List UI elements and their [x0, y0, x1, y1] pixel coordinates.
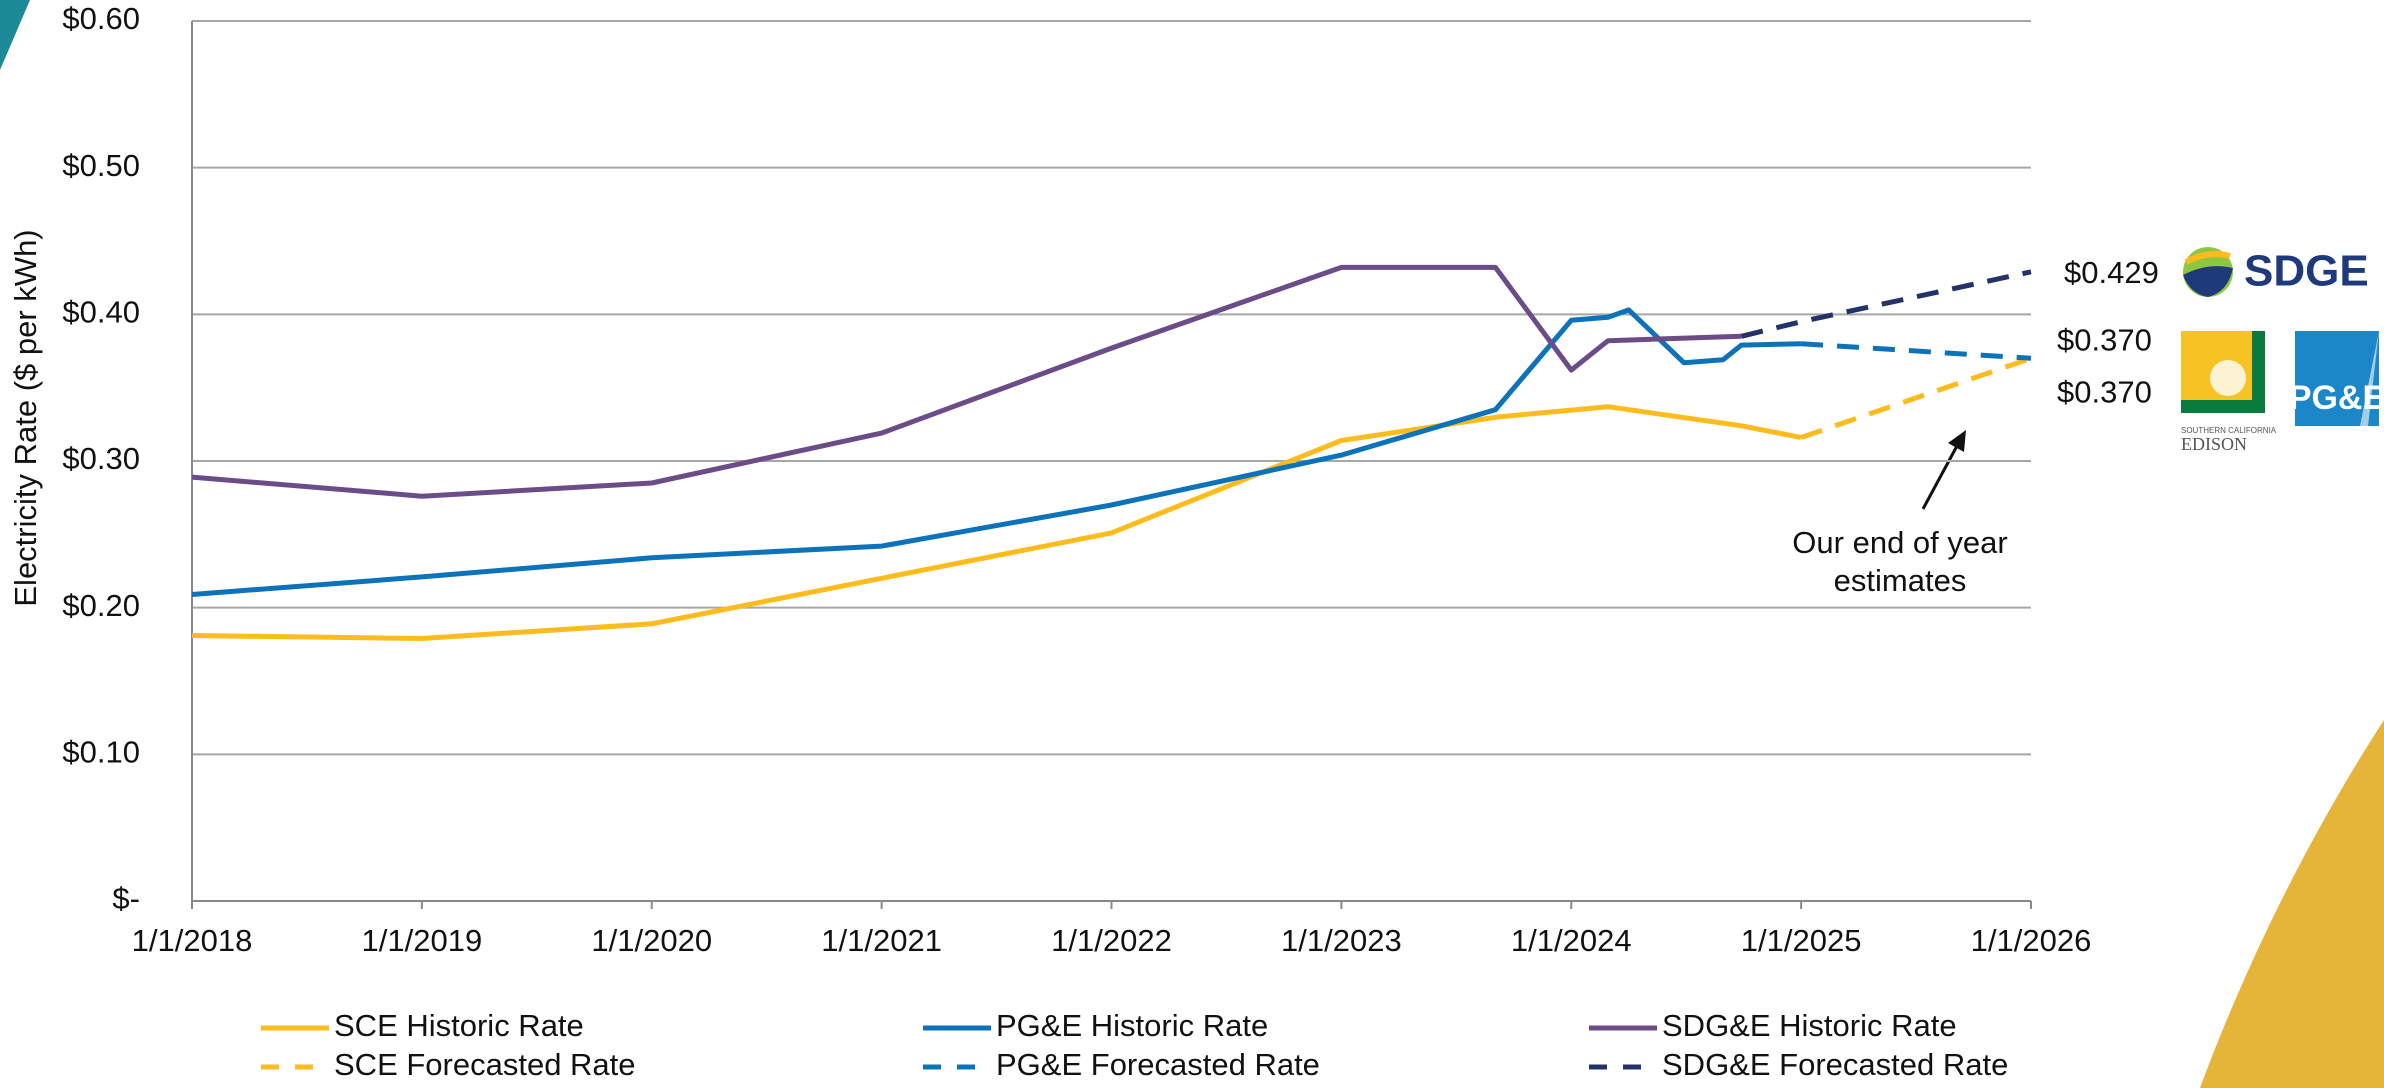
x-tick-label: 1/1/2019: [362, 923, 483, 958]
legend-label: PG&E Forecasted Rate: [996, 1047, 1320, 1082]
sdge-icon-wave: [2183, 266, 2233, 297]
series-line: [191, 307, 1802, 597]
y-tick-label: $0.10: [62, 735, 140, 770]
y-tick-label: $0.20: [62, 588, 140, 623]
series-line: [191, 404, 1802, 641]
x-tick-label: 1/1/2021: [821, 923, 942, 958]
annotation-arrowhead: [1948, 430, 1966, 452]
y-tick-label: $0.30: [62, 441, 140, 476]
pge-logo: PG&E: [2289, 331, 2384, 426]
x-tick-label: 1/1/2022: [1051, 923, 1172, 958]
pge-stroke: [2360, 331, 2379, 426]
sdge-logo: SDGE: [2183, 247, 2369, 297]
series-line: [1800, 341, 2032, 361]
x-tick-label: 1/1/2025: [1741, 923, 1862, 958]
x-tick-label: 1/1/2023: [1281, 923, 1402, 958]
legend-label: SCE Historic Rate: [334, 1008, 584, 1043]
legend-label: SCE Forecasted Rate: [334, 1047, 636, 1082]
decor-corner: [0, 0, 30, 70]
y-tick-label: $-: [112, 881, 140, 916]
pge-text: PG&E: [2289, 379, 2384, 417]
annotation-text: estimates: [1834, 563, 1967, 598]
x-tick-label: 1/1/2018: [132, 923, 253, 958]
sce-logo: SOUTHERN CALIFORNIA EDISON: [2181, 331, 2277, 454]
sce-text: EDISON: [2181, 434, 2247, 454]
sdge-text: SDGE: [2244, 247, 2369, 296]
y-axis-label: Electricity Rate ($ per kWh): [8, 229, 43, 606]
sce-sun: [2210, 360, 2246, 396]
series-line: [191, 264, 1742, 499]
y-tick-label: $0.40: [62, 295, 140, 330]
y-tick-label: $0.60: [62, 1, 140, 36]
decor-swoosh: [2200, 720, 2384, 1088]
sce-frame: [2181, 331, 2265, 413]
annotation-text: Our end of year: [1792, 525, 2007, 560]
y-tick-label: $0.50: [62, 148, 140, 183]
value-label: $0.370: [2057, 375, 2152, 410]
value-label: $0.370: [2057, 323, 2152, 358]
grid: [191, 20, 2032, 909]
annotation-arrow: [1921, 443, 1960, 510]
value-label: $0.429: [2064, 255, 2159, 290]
sce-sub: SOUTHERN CALIFORNIA: [2181, 426, 2277, 435]
series-line: [1800, 355, 2032, 440]
legend-label: PG&E Historic Rate: [996, 1008, 1268, 1043]
annotation: [1921, 430, 1966, 510]
series-line: [1740, 269, 2032, 339]
x-tick-label: 1/1/2026: [1971, 923, 2092, 958]
legend-label: SDG&E Historic Rate: [1662, 1008, 1957, 1043]
x-tick-label: 1/1/2024: [1511, 923, 1632, 958]
x-tick-label: 1/1/2020: [591, 923, 712, 958]
sdge-icon-sun: [2184, 251, 2231, 265]
legend-label: SDG&E Forecasted Rate: [1662, 1047, 2008, 1082]
